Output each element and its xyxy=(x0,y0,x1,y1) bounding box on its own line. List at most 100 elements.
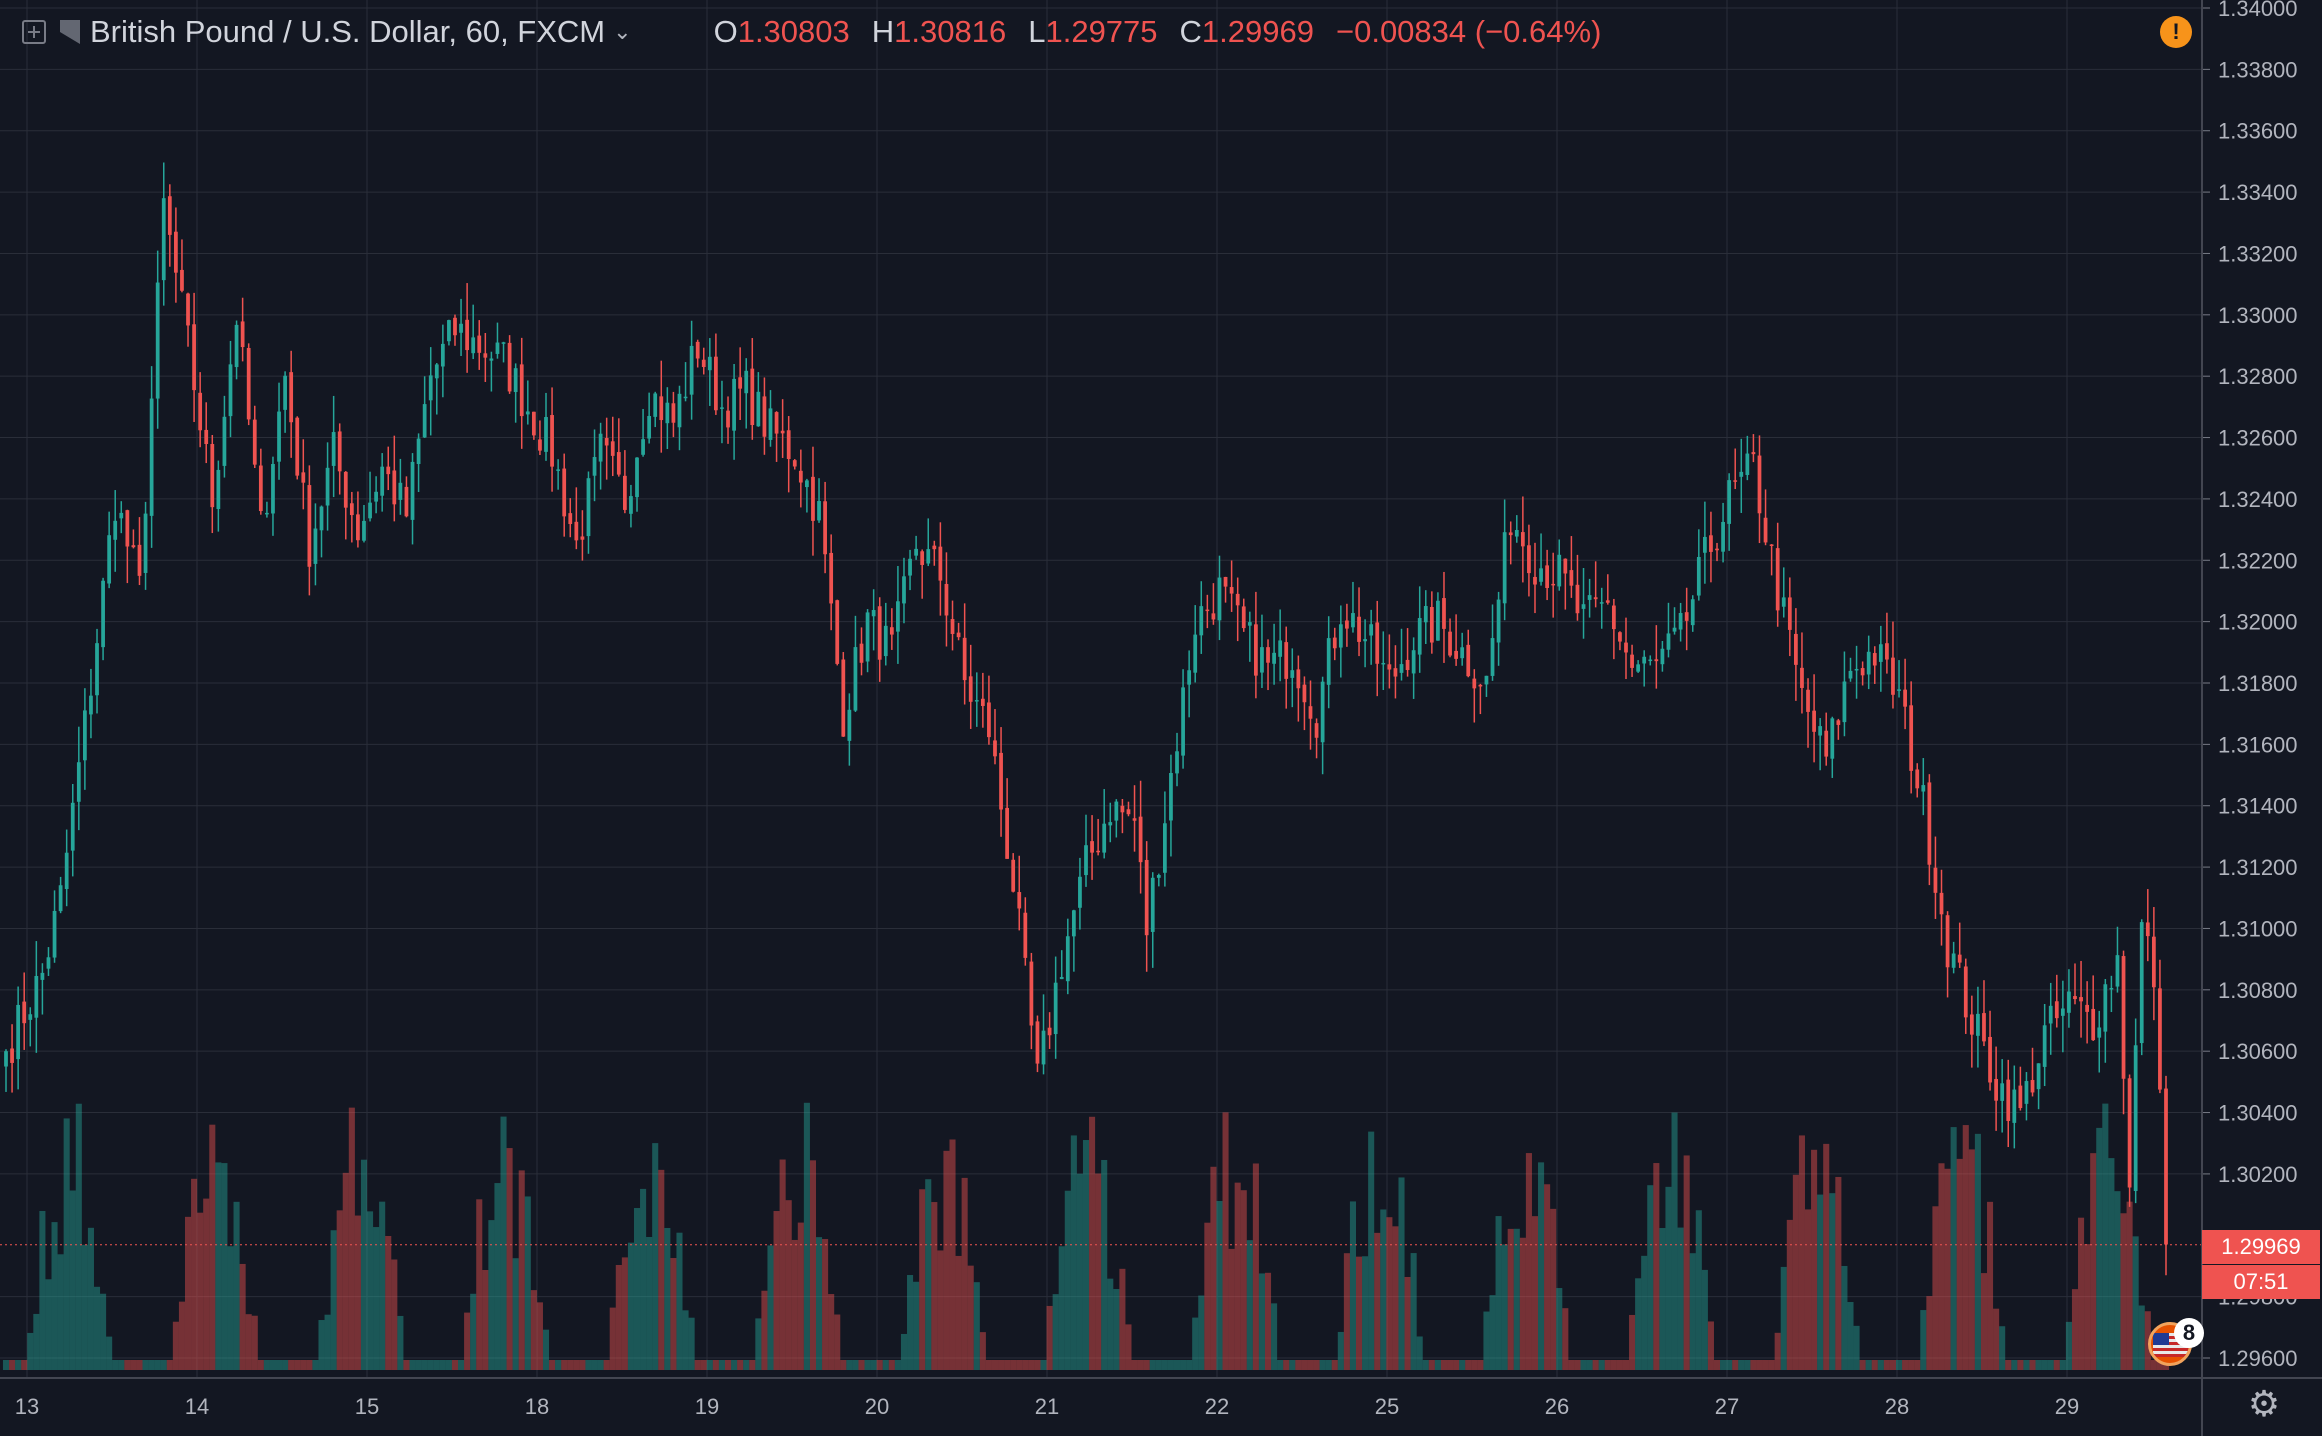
candle-body xyxy=(2060,1008,2065,1016)
candle-body xyxy=(756,391,761,427)
volume-bar xyxy=(470,1293,477,1370)
chevron-down-icon[interactable]: ⌄ xyxy=(613,19,632,44)
gear-icon[interactable]: ⚙ xyxy=(2247,1383,2281,1424)
candle-body xyxy=(1909,705,1914,771)
candle-body xyxy=(1618,632,1622,642)
volume-bar xyxy=(579,1360,586,1370)
volume-bar xyxy=(1768,1360,1775,1370)
candle-body xyxy=(1563,558,1568,574)
volume-bar xyxy=(2114,1191,2121,1370)
candle-body xyxy=(1478,684,1483,687)
candle-body xyxy=(149,398,154,516)
candle-body xyxy=(1296,669,1301,689)
candle-body xyxy=(1994,1078,1998,1101)
flag-icon[interactable] xyxy=(60,20,80,44)
candle-body xyxy=(896,601,900,632)
candle-body xyxy=(1326,638,1331,685)
candle-body xyxy=(999,752,1003,810)
candle-body xyxy=(1593,597,1598,600)
candle-body xyxy=(119,512,124,519)
volume-bar xyxy=(348,1107,355,1370)
candle-body xyxy=(113,520,118,540)
volume-bar xyxy=(1550,1208,1557,1370)
candle-body xyxy=(1963,966,1968,1018)
y-tick-label: 1.29600 xyxy=(2218,1346,2298,1371)
volume-bar xyxy=(2156,1360,2163,1370)
candle-body xyxy=(683,396,688,399)
volume-bar xyxy=(1622,1360,1630,1370)
volume-bar xyxy=(1744,1360,1751,1370)
add-icon[interactable] xyxy=(22,20,46,44)
candle-body xyxy=(143,513,148,573)
candle-body xyxy=(222,416,227,466)
candle-body xyxy=(1169,772,1173,821)
candle-body xyxy=(653,393,658,417)
volume-bar xyxy=(2065,1321,2072,1370)
volume-bar xyxy=(221,1163,228,1370)
volume-bar xyxy=(445,1360,452,1370)
candle-body xyxy=(1915,769,1920,789)
candle-body xyxy=(1059,977,1064,980)
candle-body xyxy=(2139,922,2144,1044)
volume-bar xyxy=(1082,1140,1090,1370)
volume-bar xyxy=(1034,1360,1041,1370)
y-tick-label: 1.31200 xyxy=(2218,855,2298,880)
candle-body xyxy=(1126,809,1131,815)
volume-bar xyxy=(1938,1163,1945,1370)
candle-body xyxy=(1448,631,1452,656)
candle-body xyxy=(1332,637,1337,649)
volume-bar xyxy=(1877,1360,1884,1370)
alert-icon[interactable]: ! xyxy=(2160,16,2192,48)
candle-body xyxy=(1927,782,1932,865)
volume-bar xyxy=(476,1199,483,1370)
candle-body xyxy=(1624,642,1628,653)
volume-bar xyxy=(263,1360,270,1370)
candle-body xyxy=(835,600,840,664)
volume-bar xyxy=(1798,1135,1805,1370)
candle-body xyxy=(2103,984,2108,1032)
candle-body xyxy=(101,580,105,648)
candle-body xyxy=(489,358,494,361)
candle-body xyxy=(283,375,287,410)
candle-body xyxy=(689,345,694,395)
volume-bar xyxy=(1331,1360,1338,1370)
price-axis[interactable]: 1.34000 1.33800 1.33600 1.33400 1.33200 1.330… xyxy=(2201,0,2298,1436)
candle-body xyxy=(1320,681,1325,743)
volume-bar xyxy=(1562,1308,1569,1370)
y-tick-label: 1.32400 xyxy=(2218,487,2298,512)
time-axis[interactable]: 13 14 15 18 19 20 21 22 25 26 27 28 29 xyxy=(0,1377,2322,1419)
candle-body xyxy=(1794,633,1798,665)
candle-body xyxy=(137,544,142,576)
low-value: 1.29775 xyxy=(1045,14,1158,49)
symbol-title[interactable]: British Pound / U.S. Dollar, 60, FXCM xyxy=(90,14,606,49)
volume-bar xyxy=(1629,1314,1636,1370)
volume-bar xyxy=(731,1360,738,1370)
candle-body xyxy=(1733,480,1738,482)
volume-bar xyxy=(828,1294,835,1370)
y-tick-label: 1.32000 xyxy=(2218,610,2298,635)
volume-bar xyxy=(567,1360,574,1370)
volume-bar xyxy=(536,1302,543,1370)
volume-bar xyxy=(1726,1360,1733,1370)
volume-bar xyxy=(609,1307,616,1370)
candle-body xyxy=(210,444,215,508)
candle-body xyxy=(125,510,130,547)
us-flag-icon[interactable] xyxy=(2148,1322,2192,1366)
volume-bar xyxy=(385,1236,392,1370)
volume-bar xyxy=(961,1177,968,1370)
events-count-badge[interactable]: 8 xyxy=(2174,1318,2204,1348)
volume-bar xyxy=(749,1360,756,1370)
volume-bar xyxy=(500,1116,507,1370)
candle-body xyxy=(671,403,676,423)
x-tick-label: 27 xyxy=(1715,1394,1739,1419)
volume-bar xyxy=(1392,1226,1399,1370)
candle-body xyxy=(1666,633,1671,650)
volume-bar xyxy=(1052,1294,1059,1370)
volume-bar xyxy=(1665,1186,1672,1370)
volume-bar xyxy=(858,1360,865,1370)
candle-body xyxy=(40,972,45,980)
candle-body xyxy=(544,417,548,452)
volume-bar xyxy=(433,1360,440,1370)
volume-bar xyxy=(354,1215,361,1370)
